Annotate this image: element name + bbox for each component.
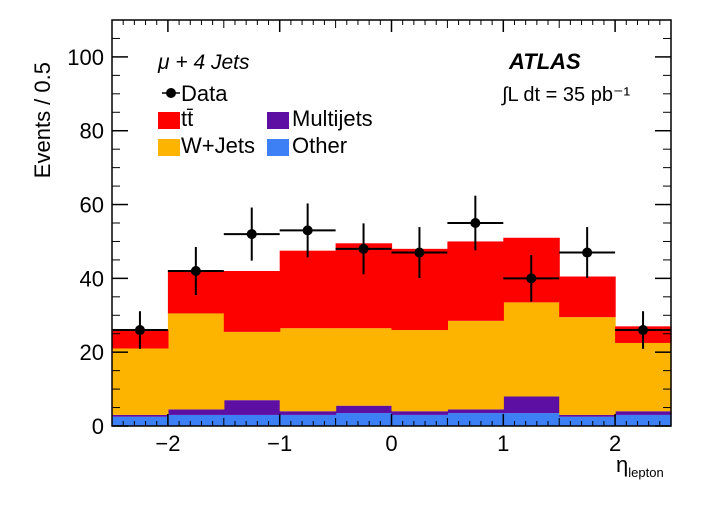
data-point [582,247,593,258]
legend-data-marker [166,88,176,98]
data-point-group [447,195,504,251]
bar-ttbar-3 [279,250,337,329]
x-tick-label: −1 [267,431,292,456]
bar-ttbar-8 [559,276,616,318]
data-point-group [335,223,392,275]
luminosity-label: ∫L dt = 35 pb⁻¹ [501,84,630,106]
legend-entry-data: Data [162,81,228,106]
bar-multijets-1 [167,409,225,415]
x-tick-label: −2 [155,431,180,456]
legend-label-wjets: W+Jets [181,133,255,158]
bar-w-jets-9 [615,342,672,412]
data-point [358,243,369,254]
x-axis-title: ηlepton [616,452,664,480]
legend-entry-multijets: Multijets [267,106,373,131]
atlas-label: ATLAS [508,49,581,74]
y-tick-label: 20 [80,340,104,365]
legend-label-data: Data [181,81,228,106]
bar-w-jets-6 [447,320,504,410]
x-axis-title-subscript: lepton [628,465,663,480]
bar-w-jets-5 [391,330,448,412]
bar-multijets-2 [223,400,281,415]
bar-multijets-5 [391,411,448,415]
bar-other-8 [559,416,616,426]
data-point-group [503,255,560,302]
bar-other-0 [112,416,169,426]
bar-multijets-9 [615,411,672,415]
data-point [414,247,425,258]
bar-other-2 [223,414,281,426]
data-point [246,229,257,240]
histogram-stack [112,237,672,426]
x-tick-label: 2 [609,431,621,456]
legend-swatch-other [267,139,289,156]
data-point-group [112,311,168,349]
data-point [302,225,313,236]
bar-multijets-3 [279,411,337,415]
y-axis-title: Events / 0.5 [30,62,55,178]
bar-ttbar-6 [447,241,504,321]
bar-w-jets-2 [223,331,281,401]
data-point-group [279,203,336,258]
legend: Data tt̄ W+Jets Multijets Other [158,81,373,158]
legend-swatch-multijets [267,112,289,129]
bar-multijets-8 [559,414,616,417]
bar-other-3 [279,414,337,426]
bar-w-jets-4 [335,328,393,406]
data-point-group [615,311,671,349]
bar-other-5 [391,414,448,426]
data-points [112,195,671,349]
bar-other-7 [503,413,560,426]
bar-other-4 [335,413,393,426]
data-point [526,273,537,284]
bar-w-jets-1 [167,313,225,410]
bar-multijets-4 [335,405,393,414]
legend-entry-wjets: W+Jets [158,133,255,158]
bar-w-jets-0 [112,348,169,415]
data-point-group [167,246,224,295]
bar-other-6 [447,413,504,426]
y-tick-label: 0 [92,414,104,439]
bar-w-jets-7 [503,302,560,397]
legend-entry-ttbar: tt̄ [158,106,193,131]
bar-w-jets-8 [559,317,616,415]
bar-multijets-0 [112,414,169,417]
bar-multijets-6 [447,409,504,414]
bar-other-9 [615,414,672,426]
bar-other-1 [167,414,225,426]
legend-label-multijets: Multijets [292,106,373,131]
y-tick-label: 40 [80,266,104,291]
data-point [470,218,481,228]
legend-label-ttbar: tt̄ [181,106,193,131]
legend-label-other: Other [292,133,347,158]
legend-swatch-wjets [158,139,180,156]
y-tick-label: 100 [67,45,104,70]
y-tick-label: 80 [80,119,104,144]
legend-swatch-ttbar [158,112,180,129]
bar-ttbar-2 [223,270,281,332]
y-tick-label: 60 [80,193,104,218]
bar-multijets-7 [503,396,560,414]
data-point-group [559,227,616,278]
data-point-group [391,227,448,278]
x-tick-label: 1 [497,431,509,456]
legend-entry-other: Other [267,133,347,158]
data-point [638,325,649,336]
data-point [190,265,201,276]
data-point [134,325,145,336]
bar-w-jets-3 [279,328,337,412]
data-point-group [223,207,280,261]
x-tick-label: 0 [385,431,397,456]
channel-label: μ + 4 Jets [157,51,250,74]
